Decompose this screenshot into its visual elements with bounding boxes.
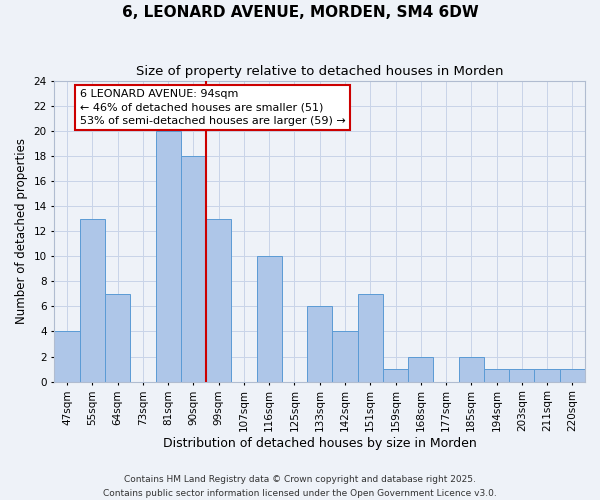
Bar [383, 369, 408, 382]
Title: Size of property relative to detached houses in Morden: Size of property relative to detached ho… [136, 65, 503, 78]
Bar [80, 218, 105, 382]
Bar [181, 156, 206, 382]
Bar [206, 218, 231, 382]
Bar [155, 130, 181, 382]
Bar [509, 369, 535, 382]
Text: Contains HM Land Registry data © Crown copyright and database right 2025.
Contai: Contains HM Land Registry data © Crown c… [103, 476, 497, 498]
Bar [458, 356, 484, 382]
Bar [535, 369, 560, 382]
Bar [408, 356, 433, 382]
Bar [307, 306, 332, 382]
X-axis label: Distribution of detached houses by size in Morden: Distribution of detached houses by size … [163, 437, 476, 450]
Bar [484, 369, 509, 382]
Text: 6, LEONARD AVENUE, MORDEN, SM4 6DW: 6, LEONARD AVENUE, MORDEN, SM4 6DW [122, 5, 478, 20]
Bar [332, 332, 358, 382]
Y-axis label: Number of detached properties: Number of detached properties [15, 138, 28, 324]
Text: 6 LEONARD AVENUE: 94sqm
← 46% of detached houses are smaller (51)
53% of semi-de: 6 LEONARD AVENUE: 94sqm ← 46% of detache… [80, 90, 346, 126]
Bar [560, 369, 585, 382]
Bar [105, 294, 130, 382]
Bar [257, 256, 282, 382]
Bar [358, 294, 383, 382]
Bar [55, 332, 80, 382]
